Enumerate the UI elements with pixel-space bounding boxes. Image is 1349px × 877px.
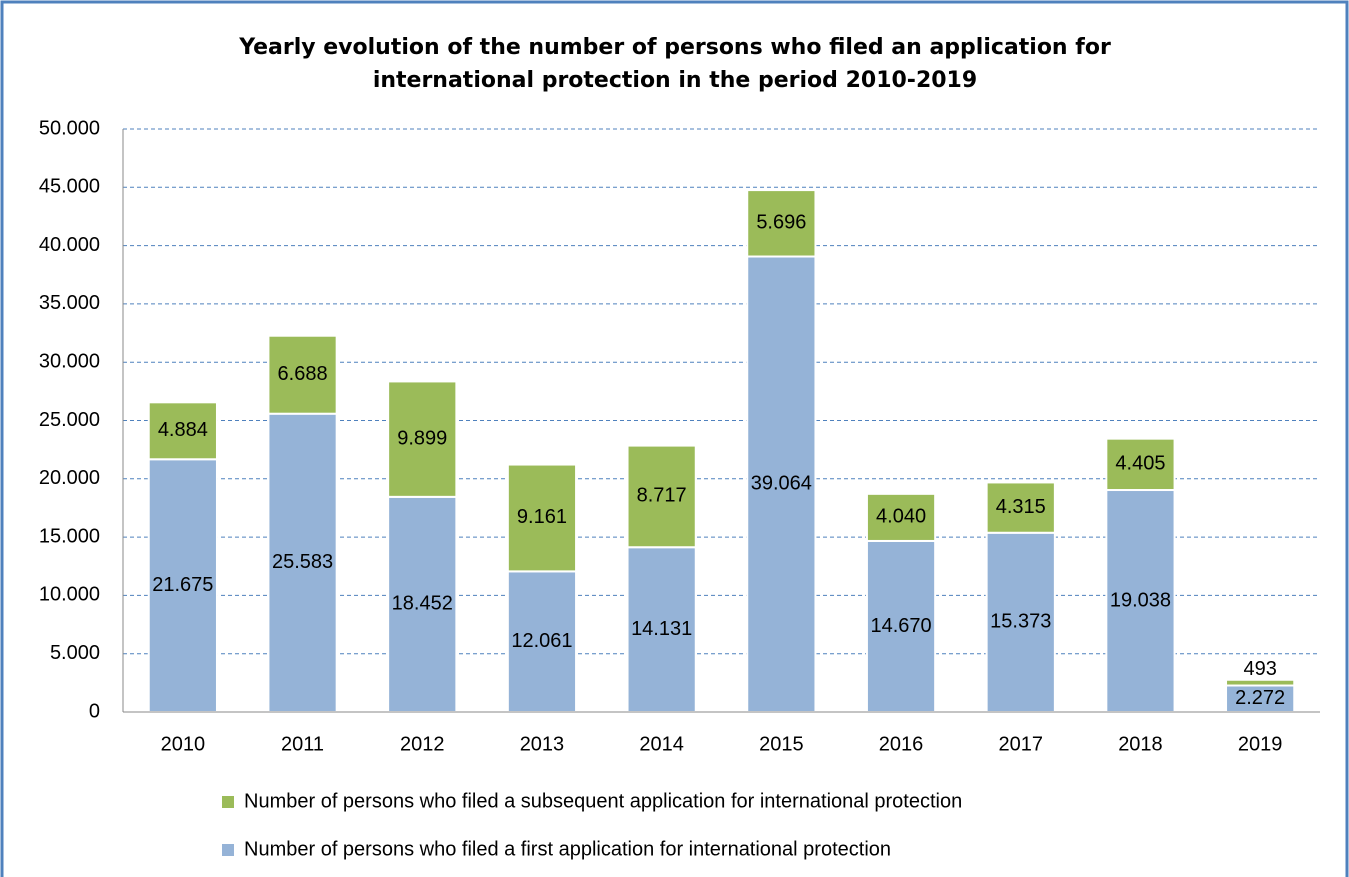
data-label: 493 [1243, 658, 1276, 680]
bar-segment [1225, 678, 1296, 687]
bar-segment [506, 463, 578, 573]
x-tick-label: 2017 [999, 733, 1044, 755]
data-label: 5.696 [756, 212, 806, 234]
data-label: 9.161 [517, 506, 567, 528]
bar-segment [1225, 684, 1296, 714]
y-tick-label: 20.000 [39, 467, 100, 489]
data-label: 2.272 [1235, 687, 1285, 709]
chart-title: Yearly evolution of the number of person… [238, 35, 1111, 93]
y-tick-label: 30.000 [39, 350, 100, 372]
bar-segment [267, 334, 338, 415]
y-tick-label: 35.000 [39, 292, 100, 314]
data-label: 6.688 [278, 363, 328, 385]
data-label: 12.061 [511, 630, 572, 652]
data-label: 4.040 [876, 506, 926, 528]
bar-segment [147, 458, 218, 713]
y-tick-label: 40.000 [39, 234, 100, 256]
data-label: 25.583 [272, 551, 333, 573]
y-tick-label: 50.000 [39, 117, 100, 139]
x-tick-label: 2014 [639, 733, 684, 755]
data-label: 14.670 [870, 615, 931, 637]
bar-segment [1105, 437, 1176, 492]
legend-swatch [222, 796, 234, 808]
x-tick-label: 2010 [161, 733, 206, 755]
data-label: 15.373 [990, 611, 1051, 633]
legend-label: Number of persons who filed a subsequent… [244, 790, 962, 812]
bar-segment [147, 401, 218, 461]
legend-swatch [222, 844, 234, 856]
y-tick-label: 5.000 [50, 642, 100, 664]
data-label: 9.899 [397, 427, 447, 449]
data-label: 39.064 [751, 473, 812, 495]
y-tick-label: 0 [89, 700, 100, 722]
data-label: 4.884 [158, 419, 208, 441]
bar-segment [506, 570, 578, 713]
data-label: 4.405 [1115, 453, 1165, 475]
bar-segment [626, 444, 697, 549]
bar-segment [865, 492, 937, 542]
data-label: 21.675 [152, 574, 213, 596]
x-tick-label: 2012 [400, 733, 445, 755]
x-tick-label: 2013 [520, 733, 565, 755]
data-label: 8.717 [637, 485, 687, 507]
x-tick-label: 2019 [1238, 733, 1283, 755]
bar-segment [1105, 489, 1176, 713]
data-label: 4.315 [996, 496, 1046, 518]
bar-segment [985, 481, 1056, 534]
bar-segment [746, 255, 817, 713]
y-tick-label: 15.000 [39, 525, 100, 547]
y-tick-label: 45.000 [39, 176, 100, 198]
x-tick-label: 2011 [281, 733, 324, 755]
y-tick-label: 10.000 [39, 584, 100, 606]
x-tick-label: 2018 [1118, 733, 1163, 755]
x-tick-label: 2016 [879, 733, 924, 755]
data-label: 19.038 [1110, 589, 1171, 611]
x-tick-label: 2015 [759, 733, 804, 755]
legend-label: Number of persons who filed a first appl… [244, 838, 891, 860]
bar-segment [746, 189, 817, 258]
y-tick-label: 25.000 [39, 409, 100, 431]
data-label: 18.452 [392, 593, 453, 615]
bar-segment [387, 380, 458, 498]
data-label: 14.131 [631, 618, 692, 640]
